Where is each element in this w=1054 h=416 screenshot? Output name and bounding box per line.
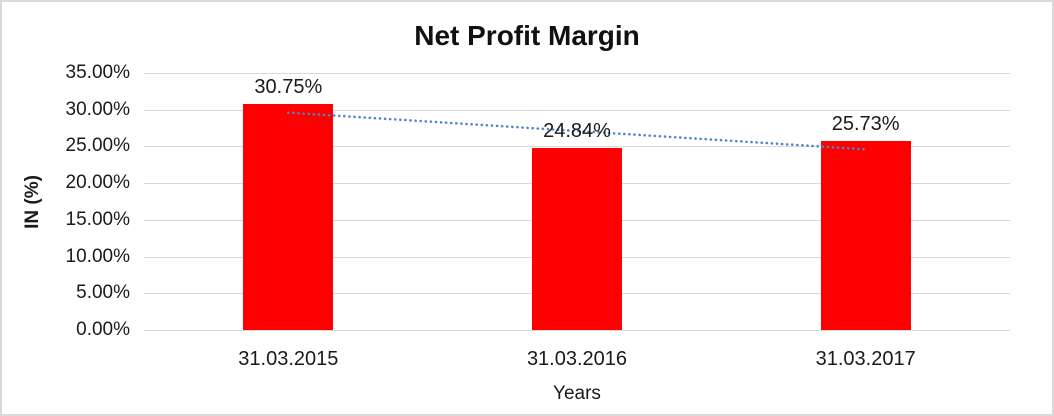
bar-31.03.2015	[243, 104, 334, 330]
y-tick-label: 0.00%	[76, 319, 130, 340]
bar-31.03.2017	[820, 141, 911, 330]
x-tick-label: 31.03.2015	[238, 348, 339, 370]
gridline-25.00%	[144, 146, 1010, 148]
x-axis-title: Years	[553, 383, 601, 404]
gridline-0.00%	[144, 330, 1010, 331]
x-tick-label: 31.03.2017	[815, 348, 916, 370]
y-tick-label: 5.00%	[76, 282, 130, 304]
y-tick-label: 15.00%	[65, 208, 130, 230]
trendline	[287, 111, 867, 151]
y-tick-label: 10.00%	[65, 245, 130, 267]
y-tick-label: 20.00%	[65, 172, 130, 194]
bar-value-label: 25.73%	[831, 113, 900, 136]
chart-title: Net Profit Margin	[414, 20, 640, 51]
y-tick-label: 25.00%	[65, 135, 130, 157]
gridline-30.00%	[144, 109, 1010, 111]
bar-value-label: 30.75%	[254, 76, 323, 99]
bar-value-label: 24.84%	[543, 119, 611, 142]
y-tick-label: 35.00%	[65, 62, 130, 83]
bar-31.03.2016	[532, 147, 622, 330]
y-tick-label: 30.00%	[65, 98, 130, 120]
gridline-35.00%	[144, 73, 1010, 74]
plot-area: 30.75% 24.84% 25.73%	[144, 73, 1010, 331]
x-tick-label: 31.03.2016	[526, 348, 628, 370]
